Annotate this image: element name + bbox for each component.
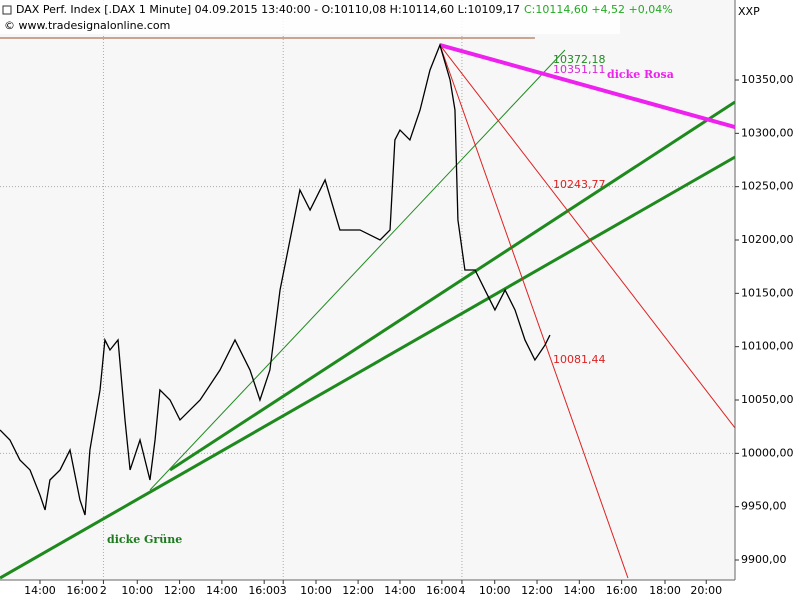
plot-area [0, 0, 735, 580]
chart-title: DAX Perf. Index [.DAX 1 Minute] 04.09.20… [16, 3, 673, 16]
y-tick-label: 10250,00 [741, 180, 794, 193]
y-tick-label: 10350,00 [741, 73, 794, 86]
subtitle: C:10114,60 +4,52 +0,04% [524, 3, 673, 16]
x-tick-label: 20:00 [690, 584, 722, 597]
source: © www.tradesignalonline.com [4, 19, 170, 32]
x-tick-label: 18:00 [649, 584, 681, 597]
trendline [0, 155, 735, 580]
y-axis-panel [735, 0, 800, 600]
trendlines [0, 37, 735, 580]
header-icon [2, 5, 12, 15]
x-tick-label: 16:00 [606, 584, 638, 597]
annotation: 10081,44 [553, 353, 606, 366]
trendline [439, 44, 629, 579]
x-tick-label: 4 [458, 584, 465, 597]
x-tick-label: 2 [100, 584, 107, 597]
annotation: 10372,18 [553, 53, 606, 66]
axis-corner-label: XXP [738, 5, 760, 18]
x-tick-label: 12:00 [342, 584, 374, 597]
trendline [439, 43, 735, 129]
annotation: dicke Grüne [107, 533, 182, 546]
x-tick-label: 10:00 [121, 584, 153, 597]
trendline [149, 49, 566, 491]
annotation: 10351,11 [553, 63, 606, 76]
x-tick-label: 12:00 [521, 584, 553, 597]
y-tick-label: 10200,00 [741, 233, 794, 246]
x-tick-label: 14:00 [24, 584, 56, 597]
y-tick-label: 10150,00 [741, 286, 794, 299]
x-axis-panel [0, 580, 735, 600]
x-tick-label: 14:00 [384, 584, 416, 597]
annotation: 10243,77 [553, 178, 606, 191]
x-tick-label: 16:00 [66, 584, 98, 597]
x-tick-label: 3 [280, 584, 287, 597]
title: DAX Perf. Index [.DAX 1 Minute] 04.09.20… [16, 3, 520, 16]
x-tick-label: 10:00 [300, 584, 332, 597]
x-tick-label: 14:00 [563, 584, 595, 597]
x-tick-label: 10:00 [479, 584, 511, 597]
y-tick-label: 9950,00 [741, 500, 787, 513]
y-tick-label: 10050,00 [741, 393, 794, 406]
y-tick-label: 10300,00 [741, 126, 794, 139]
axes: 9900,00 9950,00 10000,00 10050,00 10100,00 10… [24, 73, 793, 597]
grid [0, 0, 735, 580]
x-tick-label: 16:00 [426, 584, 458, 597]
trendline [169, 100, 735, 472]
x-tick-label: 14:00 [206, 584, 238, 597]
y-tick-label: 10100,00 [741, 340, 794, 353]
x-tick-label: 12:00 [164, 584, 196, 597]
annotation: dicke Rosa [607, 68, 674, 81]
x-tick-label: 16:00 [248, 584, 280, 597]
y-tick-label: 10000,00 [741, 446, 794, 459]
y-tick-label: 9900,00 [741, 553, 787, 566]
series [0, 43, 551, 516]
trendline [439, 44, 735, 429]
header-bg [0, 0, 620, 34]
price-line [0, 43, 551, 516]
